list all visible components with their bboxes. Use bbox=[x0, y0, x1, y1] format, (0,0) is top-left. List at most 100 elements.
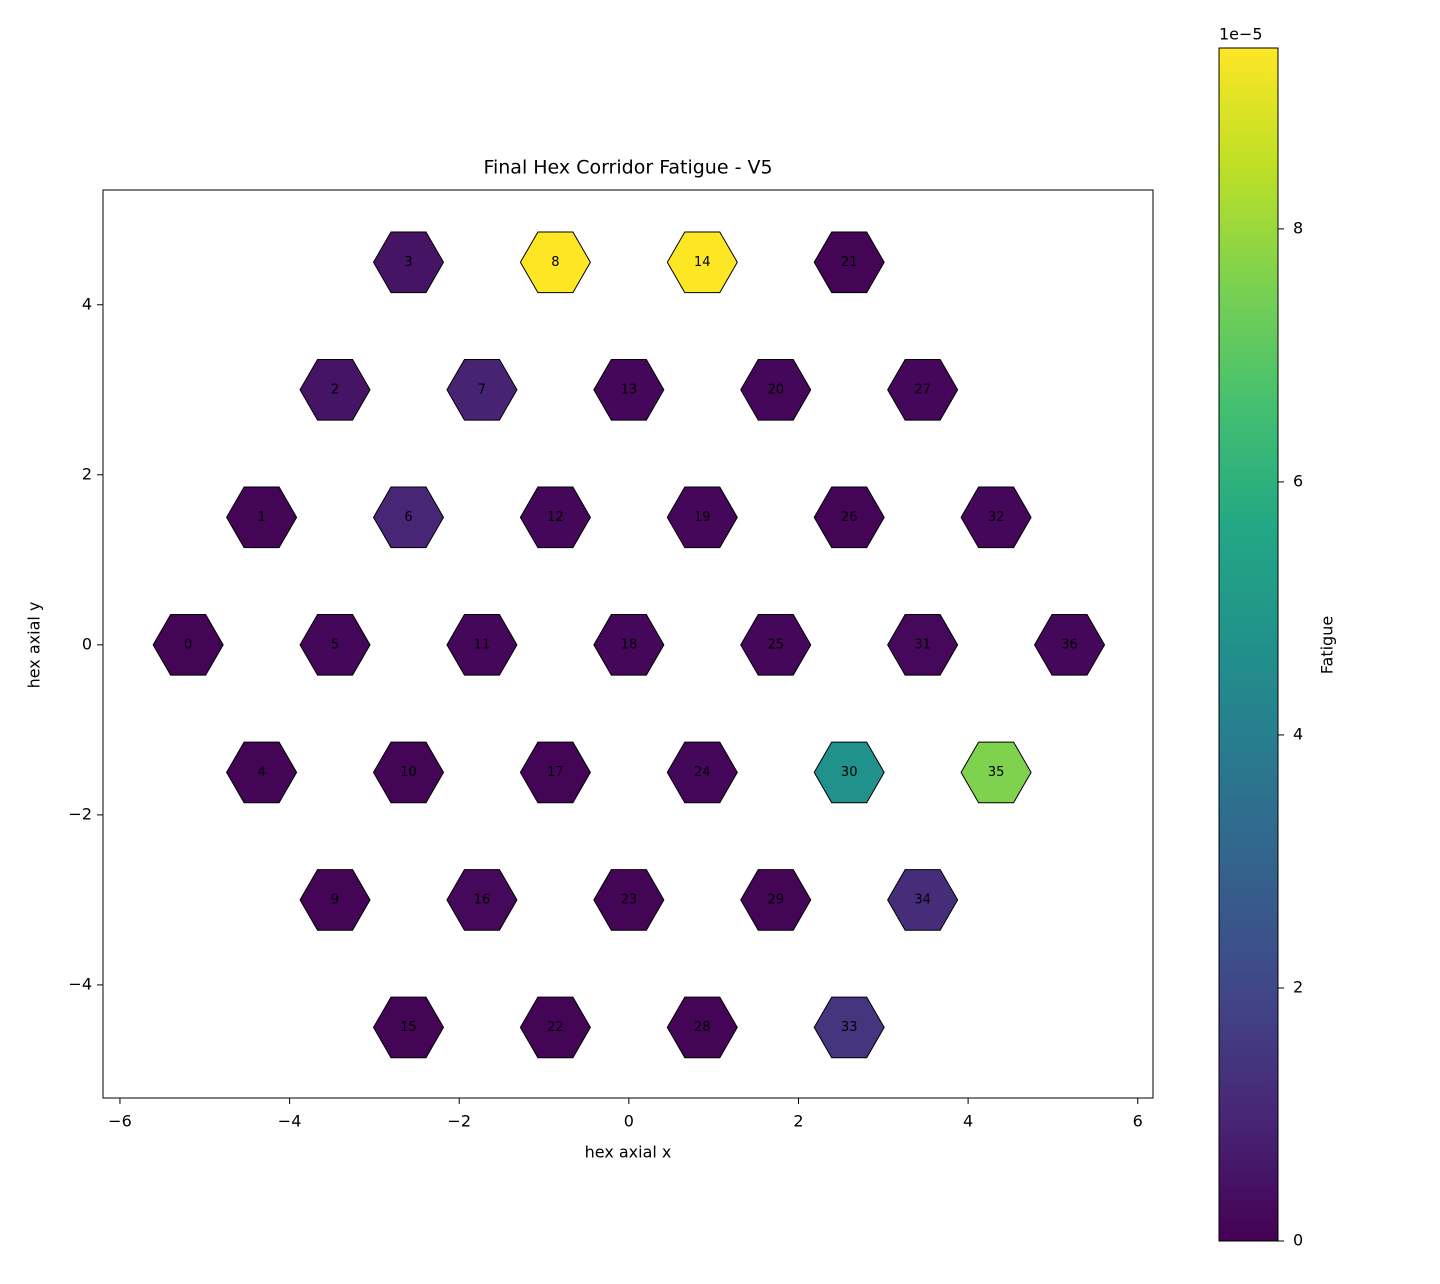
hex-cell bbox=[813, 996, 885, 1059]
hex-cell bbox=[299, 869, 371, 931]
hex-cell bbox=[1033, 614, 1106, 676]
colorbar-offset: 1e−5 bbox=[1219, 25, 1263, 44]
hex-label: 15 bbox=[400, 1020, 417, 1035]
hex-cell bbox=[446, 614, 518, 676]
colorbar-label: Fatigue bbox=[1318, 616, 1337, 674]
hex-label: 25 bbox=[767, 637, 784, 652]
hex-cell bbox=[960, 486, 1032, 549]
hex-cell bbox=[887, 869, 959, 931]
hex-cell bbox=[740, 614, 812, 676]
hex-label: 5 bbox=[331, 637, 339, 652]
plot-frame bbox=[102, 189, 1154, 1099]
hex-label: 31 bbox=[914, 637, 931, 652]
y-axis-label: hex axial y bbox=[25, 602, 44, 689]
hex-label: 3 bbox=[404, 255, 412, 270]
hex-cell bbox=[593, 358, 665, 421]
hex-cell bbox=[740, 358, 812, 421]
x-tick-label: −4 bbox=[278, 1112, 302, 1131]
hex-cell bbox=[593, 614, 665, 676]
hex-label: 32 bbox=[988, 510, 1005, 525]
hex-label: 2 bbox=[331, 382, 339, 397]
x-tick-label: 2 bbox=[793, 1112, 803, 1131]
x-axis-label: hex axial x bbox=[585, 1143, 672, 1162]
hex-cell bbox=[666, 486, 738, 549]
hex-label: 13 bbox=[621, 382, 638, 397]
hex-label: 4 bbox=[257, 765, 265, 780]
hex-label: 18 bbox=[621, 637, 638, 652]
hex-label: 29 bbox=[767, 892, 784, 907]
x-tick-label: 6 bbox=[1133, 1112, 1143, 1131]
x-tick-label: −6 bbox=[108, 1112, 132, 1131]
hex-cell bbox=[593, 869, 665, 931]
hex-cell bbox=[299, 358, 371, 421]
hex-label: 22 bbox=[547, 1020, 564, 1035]
hex-cell bbox=[519, 996, 591, 1059]
hex-label: 23 bbox=[621, 892, 638, 907]
hex-label: 7 bbox=[478, 382, 486, 397]
hex-cell bbox=[226, 486, 298, 549]
hex-label: 19 bbox=[694, 510, 711, 525]
hex-label: 30 bbox=[841, 765, 858, 780]
hex-label: 33 bbox=[841, 1020, 858, 1035]
hex-label: 21 bbox=[841, 255, 858, 270]
hex-label: 24 bbox=[694, 765, 711, 780]
hex-cell bbox=[813, 486, 885, 549]
hex-label: 36 bbox=[1061, 637, 1078, 652]
hex-cell bbox=[372, 996, 445, 1059]
hex-label: 34 bbox=[914, 892, 931, 907]
hex-cell bbox=[519, 486, 591, 549]
hex-label: 14 bbox=[694, 255, 711, 270]
hex-cell bbox=[666, 741, 738, 804]
hex-label: 17 bbox=[547, 765, 564, 780]
hex-cell bbox=[372, 741, 445, 804]
y-tick-label: 2 bbox=[82, 464, 92, 483]
hex-label: 27 bbox=[914, 382, 931, 397]
hex-label: 12 bbox=[547, 510, 564, 525]
x-tick-label: −2 bbox=[447, 1112, 471, 1131]
hex-cell bbox=[813, 231, 885, 294]
y-tick-label: −4 bbox=[68, 974, 92, 993]
hex-cell bbox=[446, 358, 518, 421]
colorbar-tick-label: 6 bbox=[1293, 471, 1303, 490]
hex-label: 28 bbox=[694, 1020, 711, 1035]
hex-cell bbox=[666, 231, 738, 294]
hex-cell bbox=[813, 741, 885, 804]
colorbar-tick-label: 2 bbox=[1293, 977, 1303, 996]
x-tick-label: 0 bbox=[624, 1112, 634, 1131]
hex-label: 0 bbox=[184, 637, 192, 652]
hex-label: 10 bbox=[400, 765, 417, 780]
hex-label: 11 bbox=[474, 637, 491, 652]
hex-label: 20 bbox=[767, 382, 784, 397]
hex-label: 1 bbox=[257, 510, 265, 525]
hex-cell bbox=[740, 869, 812, 931]
y-tick-label: 0 bbox=[82, 634, 92, 653]
hex-cell bbox=[446, 869, 518, 931]
colorbar-tick-label: 8 bbox=[1293, 218, 1303, 237]
hex-label: 16 bbox=[474, 892, 491, 907]
hex-label: 26 bbox=[841, 510, 858, 525]
hex-cell bbox=[887, 358, 959, 421]
hex-cell bbox=[666, 996, 738, 1059]
colorbar bbox=[1218, 47, 1279, 1242]
colorbar-tick-label: 0 bbox=[1293, 1231, 1303, 1250]
x-tick-label: 4 bbox=[963, 1112, 973, 1131]
hex-cell bbox=[519, 231, 591, 294]
hex-cell bbox=[372, 231, 445, 294]
hex-label: 35 bbox=[988, 765, 1005, 780]
hex-cell bbox=[152, 614, 224, 676]
hex-cell bbox=[372, 486, 445, 549]
chart-title: Final Hex Corridor Fatigue - V5 bbox=[483, 157, 772, 179]
hex-label: 6 bbox=[404, 510, 412, 525]
hex-cell bbox=[887, 614, 959, 676]
hex-label: 9 bbox=[331, 892, 339, 907]
colorbar-tick-label: 4 bbox=[1293, 724, 1303, 743]
hex-cell bbox=[299, 614, 371, 676]
hex-label: 8 bbox=[551, 255, 559, 270]
y-tick-label: −2 bbox=[68, 804, 92, 823]
y-tick-label: 4 bbox=[82, 294, 92, 313]
hex-cell bbox=[960, 741, 1032, 804]
hex-cell bbox=[226, 741, 298, 804]
hex-cell bbox=[519, 741, 591, 804]
